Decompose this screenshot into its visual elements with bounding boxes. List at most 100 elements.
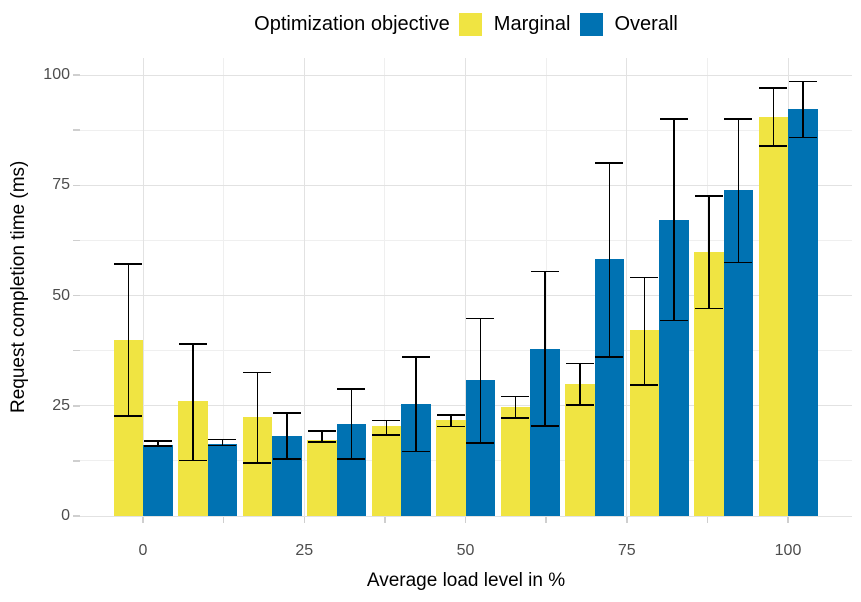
error-bar-line: [350, 388, 352, 460]
y-minor-gridline: [80, 350, 852, 352]
x-minor-gridline: [545, 58, 547, 516]
error-bar-line: [321, 430, 323, 442]
y-axis-tick: [73, 460, 80, 462]
error-bar-cap-bottom: [243, 462, 272, 464]
legend-title: Optimization objective: [254, 12, 450, 35]
bar-marginal: [371, 426, 401, 516]
error-bar-line: [608, 163, 610, 357]
marginal-swatch-icon: [458, 12, 482, 36]
y-tick-label: 0: [61, 507, 70, 524]
x-axis-tick: [303, 517, 305, 523]
error-bar-cap-top: [788, 80, 817, 83]
error-bar-cap-bottom: [724, 261, 753, 264]
y-major-gridline: [80, 74, 852, 76]
error-bar-line: [802, 81, 804, 138]
x-tick-label: 0: [138, 542, 148, 559]
error-bar-line: [385, 420, 387, 435]
error-bar-cap-bottom: [401, 450, 430, 453]
error-bar-cap-top: [724, 118, 753, 120]
y-major-gridline: [80, 515, 852, 517]
y-axis-tick: [73, 129, 80, 131]
error-bar-cap-top: [307, 430, 336, 432]
x-axis-title: Average load level in %: [366, 570, 566, 591]
y-axis-tick: [73, 239, 80, 242]
error-bar-cap-bottom: [466, 442, 495, 444]
error-bar-line: [544, 271, 546, 427]
error-bar-cap-bottom: [694, 307, 723, 310]
error-bar-cap-bottom: [372, 434, 401, 436]
x-major-gridline: [303, 58, 305, 516]
error-bar-cap-bottom: [501, 417, 530, 419]
error-bar-line: [737, 119, 739, 263]
error-bar-cap-bottom: [114, 415, 143, 417]
error-bar-cap-bottom: [565, 404, 594, 406]
error-bar-cap-top: [630, 276, 659, 279]
error-bar-cap-bottom: [337, 458, 366, 460]
error-bar-cap-top: [659, 118, 688, 120]
error-bar-line: [157, 441, 159, 446]
x-major-gridline: [142, 58, 144, 516]
error-bar-cap-top: [466, 317, 495, 320]
error-bar-line: [221, 439, 223, 446]
plot-panel: [80, 58, 852, 517]
y-axis-tick: [73, 515, 80, 517]
error-bar-cap-top: [595, 162, 624, 164]
error-bar-line: [286, 412, 288, 460]
legend: Optimization objective Marginal Overall: [80, 6, 852, 42]
error-bar-cap-top: [436, 414, 465, 416]
x-tick-label: 50: [456, 542, 475, 559]
bar-overall: [143, 444, 173, 516]
bar-marginal: [436, 419, 466, 516]
x-axis-tick: [787, 517, 789, 523]
y-axis-tick: [73, 74, 80, 76]
error-bar-cap-top: [372, 419, 401, 422]
error-bar-cap-top: [143, 440, 172, 442]
y-tick-label: 100: [43, 66, 70, 83]
x-axis-tick: [706, 517, 709, 523]
error-bar-line: [643, 277, 645, 385]
bar-marginal: [565, 384, 595, 516]
error-bar-line: [415, 357, 417, 452]
x-tick-label: 25: [295, 542, 314, 559]
error-bar-cap-bottom: [272, 458, 301, 460]
error-bar-cap-bottom: [759, 145, 788, 147]
error-bar-line: [514, 396, 516, 419]
bar-marginal: [758, 116, 788, 516]
y-major-gridline: [80, 184, 852, 186]
error-bar-cap-bottom: [630, 384, 659, 386]
y-axis-tick: [73, 184, 80, 186]
y-tick-label: 75: [52, 176, 70, 194]
error-bar-cap-bottom: [436, 425, 465, 428]
error-bar-cap-top: [759, 87, 788, 89]
error-bar-line: [673, 119, 675, 321]
legend-item-marginal: Marginal: [458, 12, 571, 36]
error-bar-cap-bottom: [659, 319, 688, 322]
error-bar-line: [127, 264, 129, 416]
x-tick-label: 75: [617, 542, 636, 559]
bar-overall: [788, 109, 818, 516]
error-bar-cap-top: [272, 412, 301, 414]
bar-marginal: [500, 406, 530, 516]
bar-overall: [207, 443, 237, 516]
error-bar-cap-top: [243, 371, 272, 374]
x-minor-gridline: [223, 58, 225, 516]
error-bar-cap-top: [530, 270, 559, 273]
error-bar-cap-top: [178, 343, 207, 345]
legend-label-marginal: Marginal: [493, 12, 571, 35]
error-bar-cap-bottom: [143, 445, 172, 447]
x-axis-tick: [222, 517, 225, 523]
x-axis-tick: [142, 517, 144, 523]
error-bar-cap-top: [401, 356, 430, 358]
error-bar-line: [479, 318, 481, 444]
error-bar-cap-bottom: [307, 441, 336, 443]
error-bar-line: [192, 344, 194, 461]
error-bar-cap-top: [565, 362, 594, 365]
error-bar-cap-bottom: [788, 136, 817, 139]
error-bar-cap-bottom: [178, 459, 207, 462]
y-tick-label: 25: [52, 396, 70, 414]
x-axis-tick: [626, 517, 628, 523]
y-axis-tick: [73, 349, 80, 352]
error-bar-line: [450, 415, 452, 427]
y-tick-label: 50: [52, 286, 70, 304]
